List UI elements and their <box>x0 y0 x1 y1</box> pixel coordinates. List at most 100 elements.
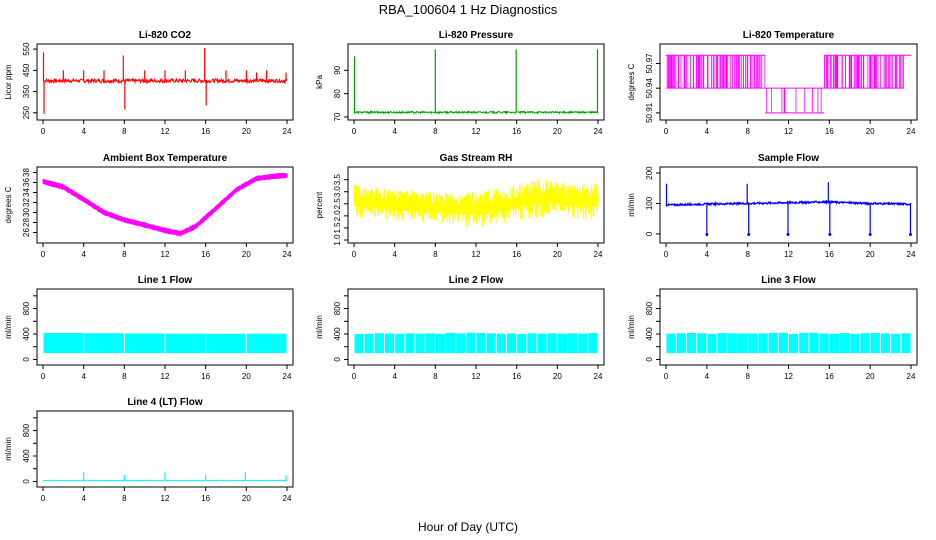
y-tick-label: 0 <box>22 357 31 362</box>
x-tick-label: 4 <box>81 494 86 503</box>
x-tick-label: 20 <box>242 250 251 259</box>
y-axis-label: percent <box>315 191 324 218</box>
y-axis-label: ml/min <box>627 193 636 217</box>
panel-rh: Gas Stream RH percent 0 4 8 12 16 20 24 1.01.52.0… <box>315 153 605 259</box>
series-line3 <box>666 332 911 354</box>
series-licor_temp <box>666 54 911 114</box>
x-tick-label: 20 <box>242 372 251 381</box>
x-tick-label: 0 <box>664 127 669 136</box>
flow-block <box>880 333 891 354</box>
panel-licor_temp: Li-820 Temperature degrees C 0 4 8 12 16 20 24 50… <box>627 30 918 136</box>
figure-title: RBA_100604 1 Hz Diagnostics <box>379 2 558 17</box>
plot-frame <box>347 288 605 366</box>
y-tick-label: 34 <box>22 188 31 197</box>
flow-dropout <box>747 233 751 237</box>
x-tick-label: 12 <box>472 250 481 259</box>
flow-block <box>446 332 456 354</box>
x-tick-label: 20 <box>866 250 875 259</box>
x-tick-label: 0 <box>352 372 357 381</box>
x-tick-label: 16 <box>825 250 834 259</box>
panel-title: Gas Stream RH <box>440 153 513 164</box>
panels-group: Li-820 CO2 Licor ppm 0 4 8 12 16 20 24 250 350 450 5… <box>4 30 918 503</box>
plot-frame <box>36 288 294 366</box>
panel-line3: Line 3 Flow ml/min 0 4 8 12 16 20 24 0 400 800 <box>627 275 918 381</box>
y-tick-label: 50.97 <box>645 53 654 74</box>
y-tick-label: 50.91 <box>645 102 654 123</box>
panel-title: Sample Flow <box>758 153 819 164</box>
flow-block <box>547 333 557 354</box>
x-tick-label: 24 <box>594 127 603 136</box>
flow-block <box>425 333 435 354</box>
x-tick-label: 4 <box>705 372 710 381</box>
flow-block <box>568 333 578 354</box>
panel-title: Line 3 Flow <box>761 275 816 286</box>
series-pressure <box>353 49 599 115</box>
x-tick-label: 16 <box>201 494 210 503</box>
panel-title: Line 1 Flow <box>138 275 193 286</box>
flow-dropout <box>908 233 912 237</box>
x-tick-label: 12 <box>472 127 481 136</box>
plot-frame <box>659 288 918 366</box>
y-tick-label: 3.0 <box>333 186 342 198</box>
x-tick-label: 0 <box>664 372 669 381</box>
x-tick-label: 8 <box>433 372 438 381</box>
y-tick-label: 0 <box>333 357 342 362</box>
x-tick-label: 0 <box>352 127 357 136</box>
flow-block <box>748 333 758 354</box>
temperature-band <box>42 172 288 237</box>
x-tick-label: 4 <box>81 372 86 381</box>
flow-block <box>415 333 425 354</box>
flow-block <box>891 333 901 354</box>
y-axis-label: ml/min <box>4 437 13 461</box>
y-axis-label: ml/min <box>4 315 13 339</box>
x-tick-label: 8 <box>122 372 127 381</box>
x-tick-label: 12 <box>784 250 793 259</box>
x-tick-label: 24 <box>283 250 292 259</box>
y-tick-label: 50.94 <box>645 78 654 99</box>
panel-title: Li-820 Pressure <box>439 30 514 41</box>
flow-block <box>395 333 405 354</box>
y-tick-label: 0 <box>22 479 31 484</box>
x-tick-label: 8 <box>122 127 127 136</box>
figure-xlabel: Hour of Day (UTC) <box>418 520 518 534</box>
panel-title: Li-820 Temperature <box>743 30 835 41</box>
flow-block <box>727 333 737 354</box>
x-tick-label: 16 <box>512 250 521 259</box>
y-tick-label: 38 <box>22 168 31 177</box>
flow-block <box>385 333 395 354</box>
series-line2 <box>354 332 598 354</box>
x-tick-label: 0 <box>41 494 46 503</box>
y-axis-label: ml/min <box>315 315 324 339</box>
x-tick-label: 20 <box>553 127 562 136</box>
x-tick-label: 12 <box>472 372 481 381</box>
panel-line1: Line 1 Flow ml/min 0 4 8 12 16 20 24 0 400 800 <box>4 275 294 381</box>
x-tick-label: 16 <box>201 372 210 381</box>
x-tick-label: 8 <box>433 127 438 136</box>
y-tick-label: 2.0 <box>333 210 342 222</box>
y-axis-label: kPa <box>315 75 324 89</box>
flow-block <box>799 332 809 354</box>
y-axis-label: degrees C <box>627 63 636 100</box>
panel-title: Line 2 Flow <box>449 275 504 286</box>
x-tick-label: 12 <box>161 127 170 136</box>
flow-block <box>557 333 567 354</box>
y-tick-label: 70 <box>333 112 342 121</box>
flow-block <box>496 333 506 354</box>
x-tick-label: 4 <box>705 250 710 259</box>
flow-block <box>435 333 445 354</box>
y-tick-label: 32 <box>22 198 31 207</box>
x-tick-label: 0 <box>664 250 669 259</box>
panel-title: Li-820 CO2 <box>139 30 192 41</box>
x-tick-label: 20 <box>242 494 251 503</box>
x-tick-label: 8 <box>745 250 750 259</box>
x-tick-label: 4 <box>705 127 710 136</box>
y-tick-label: 800 <box>22 423 31 437</box>
x-tick-label: 24 <box>594 372 603 381</box>
panel-title: Line 4 (LT) Flow <box>127 397 203 408</box>
x-tick-label: 8 <box>745 372 750 381</box>
x-tick-label: 0 <box>41 372 46 381</box>
panel-box_temp: Ambient Box Temperature degrees C 0 4 8 12 16 2… <box>4 153 294 259</box>
x-tick-label: 16 <box>512 372 521 381</box>
x-tick-label: 24 <box>907 127 916 136</box>
flow-block <box>456 333 466 354</box>
